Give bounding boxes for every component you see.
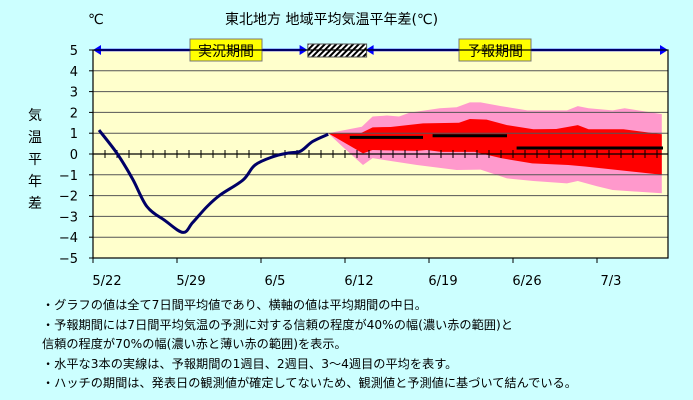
note-5: ・ハッチの期間は、発表日の観測値が確定してないため、観測値と予測値に基づいて結ん… xyxy=(42,376,577,391)
chart: ℃ 東北地方 地域平均気温平年差(℃) 気温平年差 5 4 3 2 1 0 −1 −2 −3 −4… xyxy=(28,12,669,289)
chart-notes: ・グラフの値は全て7日間平均値であり、横軸の値は平均期間の中日。 ・予報期間には… xyxy=(42,296,577,394)
y-axis-label-char: 温 xyxy=(28,130,42,146)
y-axis-label: 気温平年差 xyxy=(28,108,42,212)
unit-label: ℃ xyxy=(88,12,104,28)
y-tick-label: −2 xyxy=(59,190,78,205)
x-tick-label: 6/26 xyxy=(512,274,541,289)
y-tick-label: −5 xyxy=(59,252,78,267)
x-tick-label: 5/22 xyxy=(92,274,121,289)
forecast-period-label: 予報期間 xyxy=(467,44,523,60)
note-3: 信頼の程度が70%の幅(濃い赤と薄い赤の範囲)を表示。 xyxy=(42,337,347,352)
y-axis-label-char: 気 xyxy=(28,108,42,124)
y-tick-label: 3 xyxy=(70,86,78,101)
y-tick-label: 5 xyxy=(70,44,78,59)
x-tick-label: 6/12 xyxy=(344,274,373,289)
plot-frame xyxy=(92,49,669,259)
observed-line xyxy=(97,129,329,234)
y-tick-label: −1 xyxy=(59,169,78,184)
y-tick-label: −4 xyxy=(59,231,78,246)
y-axis-label-char: 差 xyxy=(28,196,42,212)
y-tick-label: 2 xyxy=(70,106,78,121)
y-axis-label-char: 年 xyxy=(28,174,42,190)
y-tick-label: 0 xyxy=(70,148,78,163)
x-tick-label: 6/19 xyxy=(428,274,457,289)
y-tick-label: −3 xyxy=(59,210,78,225)
observed-period-label: 実況期間 xyxy=(198,44,254,60)
x-tick-label: 6/5 xyxy=(265,274,286,289)
x-tick-label: 5/29 xyxy=(176,274,205,289)
note-4: ・水平な3本の実線は、予報期間の1週目、2週目、3～4週目の平均を表す。 xyxy=(42,356,458,371)
chart-title: 東北地方 地域平均気温平年差(℃) xyxy=(225,12,438,28)
x-tick-label: 7/3 xyxy=(601,274,622,289)
y-axis-label-char: 平 xyxy=(28,152,42,168)
y-tick-label: 1 xyxy=(70,127,78,142)
note-1: ・グラフの値は全て7日間平均値であり、横軸の値は平均期間の中日。 xyxy=(42,298,427,312)
y-tick-label: 4 xyxy=(70,65,78,80)
note-2: ・予報期間には7日間平均気温の予測に対する信頼の程度が40%の幅(濃い赤の範囲)… xyxy=(42,317,513,332)
